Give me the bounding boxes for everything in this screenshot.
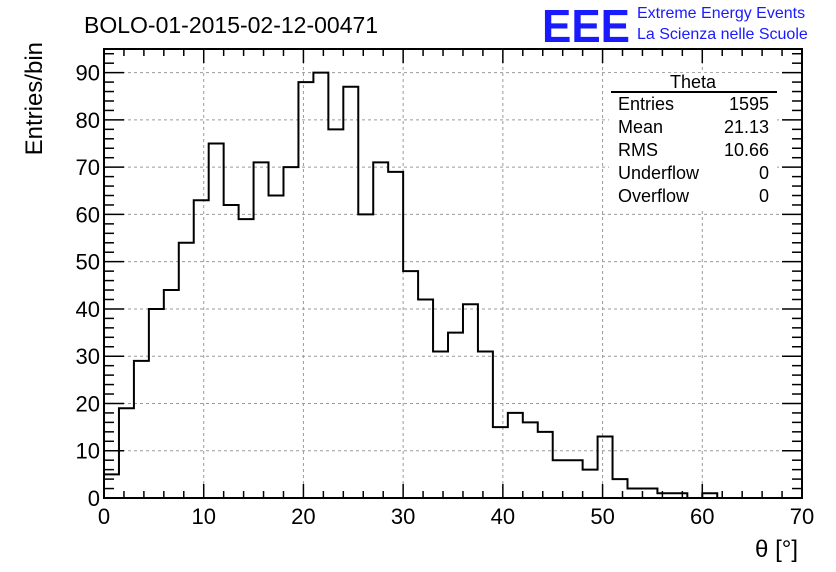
stats-value: 10.66 [724, 140, 769, 160]
x-tick-label: 0 [98, 504, 110, 529]
y-tick-label: 0 [88, 486, 100, 511]
run-title: BOLO-01-2015-02-12-00471 [84, 12, 378, 38]
y-tick-label: 50 [76, 250, 100, 275]
stats-value: 0 [759, 186, 769, 206]
stats-value: 1595 [729, 94, 769, 114]
x-tick-label: 10 [191, 504, 215, 529]
y-tick-label: 60 [76, 202, 100, 227]
logo-line-1: Extreme Energy Events [637, 5, 805, 22]
logo-line-2: La Scienza nelle Scuole [637, 26, 808, 43]
y-tick-label: 90 [76, 61, 100, 86]
x-axis-title: θ [°] [755, 536, 798, 563]
stats-value: 21.13 [724, 117, 769, 137]
y-tick-label: 40 [76, 297, 100, 322]
stats-value: 0 [759, 163, 769, 183]
stats-label: Underflow [618, 163, 700, 183]
axis-ticks [103, 49, 803, 499]
stats-box-background [609, 73, 777, 210]
stats-label: RMS [618, 140, 658, 160]
histogram-outline [103, 71, 793, 499]
x-tick-label: 30 [391, 504, 415, 529]
x-tick-label: 20 [291, 504, 315, 529]
eee-logo: EEE Extreme Energy Events La Scienza nel… [542, 0, 808, 52]
stats-label: Entries [618, 94, 674, 114]
plot-frame [103, 48, 803, 499]
y-tick-label: 70 [76, 155, 100, 180]
logo-acronym: EEE [542, 0, 630, 52]
x-tick-label: 70 [790, 504, 814, 529]
y-axis-title: Entries/bin [21, 42, 48, 155]
stats-label: Mean [618, 117, 663, 137]
tick-labels: 0 10 20 30 40 50 60 70 0 10 20 30 40 50 60 70 80 90 [76, 61, 815, 529]
y-tick-label: 30 [76, 344, 100, 369]
stats-label: Overflow [618, 186, 690, 206]
x-tick-label: 40 [491, 504, 515, 529]
y-tick-label: 80 [76, 108, 100, 133]
stats-box: Theta Entries 1595 Mean 21.13 RMS 10.66 Underf… [609, 72, 777, 210]
y-tick-label: 20 [76, 391, 100, 416]
x-tick-label: 50 [590, 504, 614, 529]
y-tick-label: 10 [76, 439, 100, 464]
stats-title: Theta [670, 72, 717, 92]
x-tick-label: 60 [690, 504, 714, 529]
